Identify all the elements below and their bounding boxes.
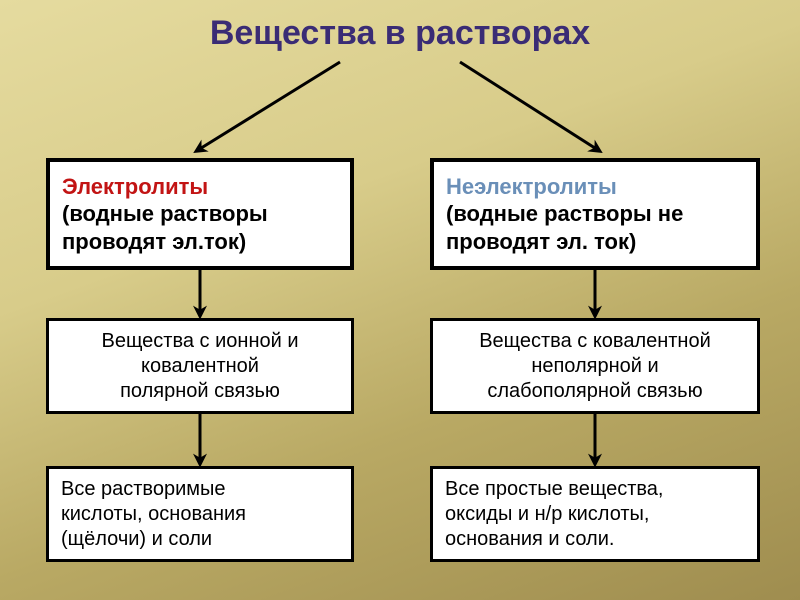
box-line: Все растворимые xyxy=(61,477,339,502)
page-title: Вещества в растворах xyxy=(0,14,800,53)
box-line: проводят эл. ток) xyxy=(446,228,744,256)
box-line: основания и соли. xyxy=(445,527,745,552)
box-electrolyte-examples: Все растворимыекислоты, основания(щёлочи… xyxy=(46,466,354,562)
box-nonelectrolyte-examples: Все простые вещества,оксиды и н/р кислот… xyxy=(430,466,760,562)
box-electrolyte-bond-type: Вещества с ионной иковалентнойполярной с… xyxy=(46,318,354,414)
box-line: проводят эл.ток) xyxy=(62,228,338,256)
box-line: (водные растворы не xyxy=(446,200,744,228)
box-nonelectrolyte-bond-type: Вещества с ковалентнойнеполярной ислабоп… xyxy=(430,318,760,414)
box-line: слабополярной связью xyxy=(487,379,702,404)
box-electrolytes: Электролиты(водные растворыпроводят эл.т… xyxy=(46,158,354,270)
arrow xyxy=(460,62,598,150)
box-line: неполярной и xyxy=(531,354,658,379)
box-line: (щёлочи) и соли xyxy=(61,527,339,552)
box-line: полярной связью xyxy=(120,379,280,404)
box-line: оксиды и н/р кислоты, xyxy=(445,502,745,527)
box-line: Неэлектролиты xyxy=(446,173,744,201)
box-line: Вещества с ковалентной xyxy=(479,329,711,354)
box-line: Все простые вещества, xyxy=(445,477,745,502)
box-nonelectrolytes: Неэлектролиты(водные растворы непроводят… xyxy=(430,158,760,270)
box-line: ковалентной xyxy=(141,354,259,379)
page-title-text: Вещества в растворах xyxy=(210,14,590,52)
arrow xyxy=(198,62,340,150)
box-line: кислоты, основания xyxy=(61,502,339,527)
box-line: Электролиты xyxy=(62,173,338,201)
box-line: (водные растворы xyxy=(62,200,338,228)
box-line: Вещества с ионной и xyxy=(101,329,298,354)
